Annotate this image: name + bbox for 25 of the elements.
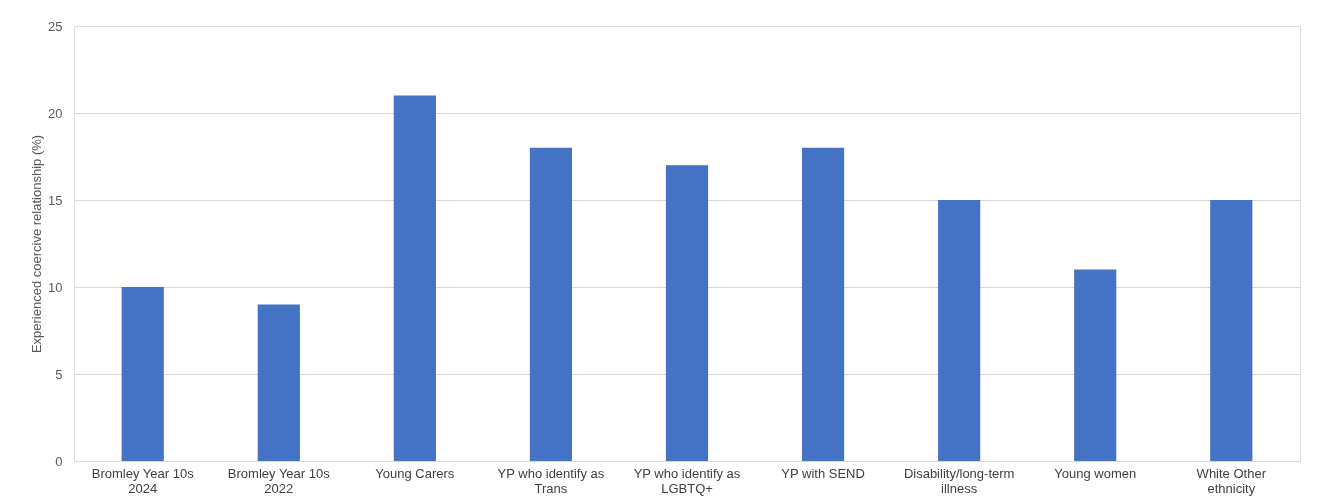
x-tick-label: YP with SEND xyxy=(781,465,865,481)
bar xyxy=(1210,200,1253,461)
bar xyxy=(801,147,845,461)
y-tick-label: 20 xyxy=(48,105,63,121)
bar xyxy=(121,287,164,461)
x-tick-label: Bromley Year 10s 2022 xyxy=(227,465,331,496)
x-tick-label: YP who identify as LGBTQ+ xyxy=(633,465,741,496)
bar xyxy=(1074,269,1117,461)
y-tick-label: 15 xyxy=(48,192,63,208)
y-tick-label: 10 xyxy=(48,279,63,295)
x-tick-label: Disability/long-term illness xyxy=(903,465,1015,496)
bar xyxy=(257,304,300,461)
y-tick-label: 5 xyxy=(55,366,63,382)
y-tick-label: 25 xyxy=(48,18,63,34)
bar xyxy=(665,165,709,461)
y-tick-label: 0 xyxy=(55,453,63,469)
x-tick-label: Young women xyxy=(1054,465,1137,481)
bar xyxy=(529,147,573,461)
x-tick-label: YP who identify as Trans xyxy=(497,465,605,496)
x-tick-label: Young Carers xyxy=(375,465,455,481)
x-tick-label: Bromley Year 10s 2024 xyxy=(91,465,195,496)
bar xyxy=(393,95,436,461)
x-tick-label: White Other ethnicity xyxy=(1196,465,1267,496)
y-axis-title: Experienced coercive relationship (%) xyxy=(29,134,45,354)
bar xyxy=(938,200,981,461)
